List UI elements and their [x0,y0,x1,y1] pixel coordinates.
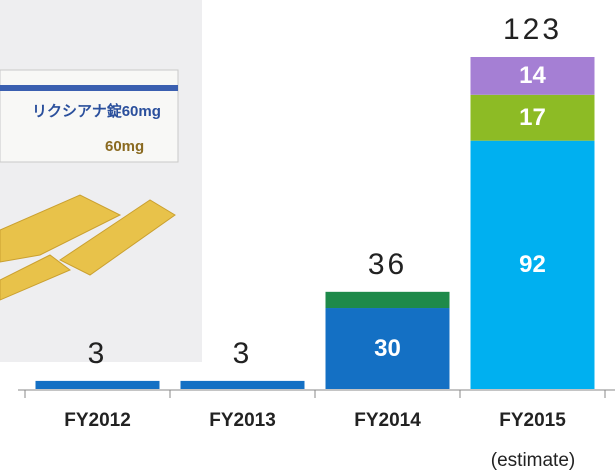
total-label: 3 [88,337,108,370]
bar-segment [36,381,160,389]
x-tick-label: FY2015 [499,410,566,431]
box-stripe [0,85,178,91]
data-label: 17 [519,104,546,131]
product-name: リクシアナ錠60mg [32,102,161,120]
chart: リクシアナ錠60mg 60mg (estimate) FY2012 3 FY2013… [0,0,615,476]
product-dose: 60mg [105,138,144,155]
product-photo: リクシアナ錠60mg 60mg [0,0,202,362]
total-label: 123 [503,13,562,46]
x-tick-label: FY2014 [354,410,421,431]
x-tick-label: FY2013 [209,410,276,431]
data-label: 30 [374,335,401,362]
photo-background [0,0,202,362]
bar-segment [181,381,305,389]
total-label: 36 [368,248,407,281]
total-label: 3 [233,337,253,370]
category-annotation: (estimate) [491,450,575,471]
x-tick-label: FY2012 [64,410,131,431]
bar-segment [326,292,450,308]
data-label: 14 [519,62,546,89]
data-label: 92 [519,251,546,278]
